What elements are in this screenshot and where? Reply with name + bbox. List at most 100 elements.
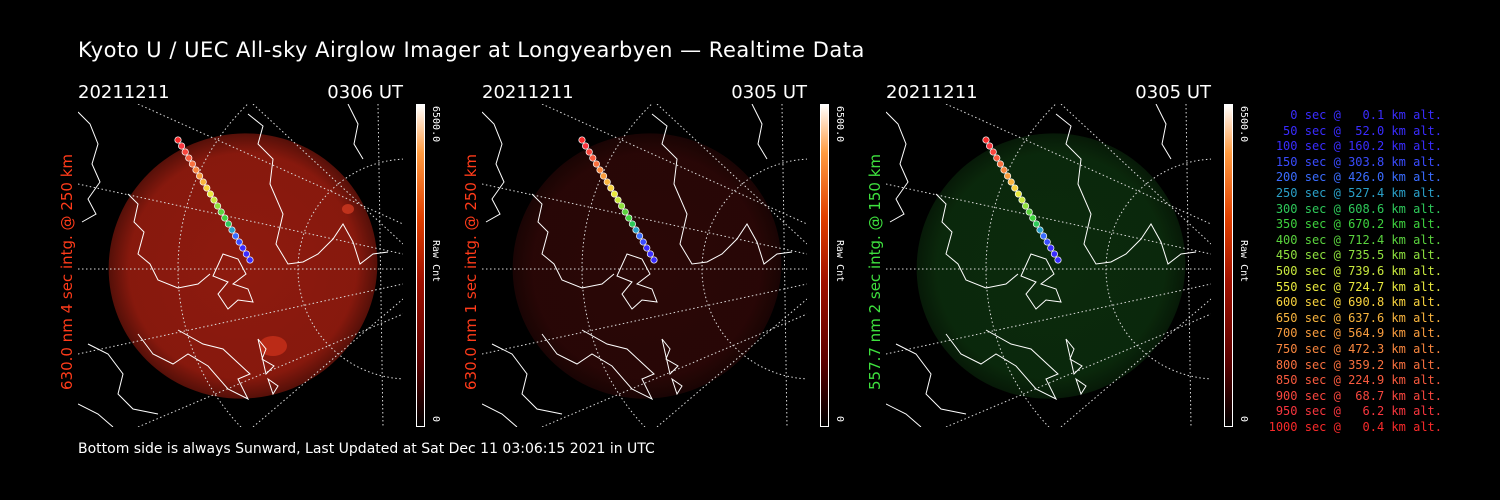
trajectory-point xyxy=(1050,250,1058,258)
trajectory-point xyxy=(1022,202,1030,210)
trajectory-point xyxy=(210,196,218,204)
legend-entry: 800 sec @ 359.2 km alt. xyxy=(1275,357,1442,372)
colorbar-unit: Raw Cnt xyxy=(430,240,441,283)
trajectory-point xyxy=(178,142,186,150)
trajectory-point xyxy=(242,250,250,258)
colorbar-min: 0 xyxy=(834,416,845,423)
trajectory-point xyxy=(650,256,658,264)
trajectory-point xyxy=(1025,208,1033,216)
trajectory-point xyxy=(235,238,243,246)
trajectory-point xyxy=(607,184,615,192)
trajectory-point xyxy=(982,136,990,144)
trajectory-point xyxy=(636,232,644,240)
panel-time: 0305 UT xyxy=(731,82,807,103)
trajectory-point xyxy=(188,160,196,168)
trajectory-point xyxy=(614,196,622,204)
trajectory-point xyxy=(600,172,608,180)
trajectory-point xyxy=(1047,244,1055,252)
airglow-panel-3: 20211211 0305 UT 6500.0 Raw Cnt 0 xyxy=(886,80,1286,430)
legend-entry: 1000 sec @ 0.4 km alt. xyxy=(1268,419,1442,434)
legend-entry: 600 sec @ 690.8 km alt. xyxy=(1275,295,1442,310)
trajectory-point xyxy=(196,172,204,180)
panel-3-label: 557.7 nm 2 sec intg. @ 150 km xyxy=(866,153,884,391)
trajectory-point xyxy=(621,208,629,216)
panel-2-label: 630.0 nm 1 sec intg. @ 250 km xyxy=(462,153,480,391)
colorbar xyxy=(820,104,829,427)
legend-entry: 300 sec @ 608.6 km alt. xyxy=(1275,201,1442,216)
allsky-image[interactable] xyxy=(482,104,807,427)
colorbar-min: 0 xyxy=(430,416,441,423)
trajectory-point xyxy=(239,244,247,252)
trajectory-point xyxy=(1011,184,1019,192)
panel-date: 20211211 xyxy=(78,82,170,103)
trajectory-point xyxy=(639,238,647,246)
trajectory-point xyxy=(986,142,994,150)
colorbar-max: 6500.0 xyxy=(1238,106,1249,143)
legend-entry: 200 sec @ 426.0 km alt. xyxy=(1275,170,1442,185)
trajectory-point xyxy=(185,154,193,162)
legend-entry: 450 sec @ 735.5 km alt. xyxy=(1275,248,1442,263)
legend-entry: 350 sec @ 670.2 km alt. xyxy=(1275,217,1442,232)
trajectory-point xyxy=(1018,196,1026,204)
trajectory-point xyxy=(646,250,654,258)
trajectory-point xyxy=(221,214,229,222)
page-title: Kyoto U / UEC All-sky Airglow Imager at … xyxy=(78,38,865,62)
legend-entry: 750 sec @ 472.3 km alt. xyxy=(1275,341,1442,356)
allsky-image[interactable] xyxy=(78,104,403,427)
trajectory-point xyxy=(224,220,232,228)
trajectory-point xyxy=(589,154,597,162)
trajectory-point xyxy=(578,136,586,144)
trajectory-point xyxy=(174,136,182,144)
colorbar xyxy=(416,104,425,427)
legend-entry: 650 sec @ 637.6 km alt. xyxy=(1275,310,1442,325)
colorbar-unit: Raw Cnt xyxy=(834,240,845,283)
allsky-image[interactable] xyxy=(886,104,1211,427)
trajectory-point xyxy=(1014,190,1022,198)
trajectory-point xyxy=(1054,256,1062,264)
legend-entry: 900 sec @ 68.7 km alt. xyxy=(1275,388,1442,403)
legend-entry: 0 sec @ 0.1 km alt. xyxy=(1290,108,1442,122)
legend-entry: 400 sec @ 712.4 km alt. xyxy=(1275,232,1442,247)
trajectory-point xyxy=(181,148,189,156)
trajectory-point xyxy=(993,154,1001,162)
trajectory-point xyxy=(206,190,214,198)
airglow-panel-2: 20211211 0305 UT 6500.0 Raw Cnt 0 xyxy=(482,80,882,430)
trajectory-point xyxy=(1032,220,1040,228)
trajectory-point xyxy=(217,208,225,216)
airglow-panel-1: 20211211 0306 UT 6500.0 Raw Cnt 0 xyxy=(78,80,478,430)
trajectory-point xyxy=(192,166,200,174)
footer-status: Bottom side is always Sunward, Last Upda… xyxy=(78,441,655,457)
panel-date: 20211211 xyxy=(482,82,574,103)
trajectory-point xyxy=(246,256,254,264)
trajectory-point xyxy=(228,226,236,234)
panel-time: 0305 UT xyxy=(1135,82,1211,103)
colorbar-max: 6500.0 xyxy=(430,106,441,143)
trajectory-point xyxy=(1004,172,1012,180)
trajectory-point xyxy=(989,148,997,156)
trajectory-point xyxy=(618,202,626,210)
legend-entry: 100 sec @ 160.2 km alt. xyxy=(1275,139,1442,154)
trajectory-point xyxy=(582,142,590,150)
legend-entry: 700 sec @ 564.9 km alt. xyxy=(1275,326,1442,341)
trajectory-point xyxy=(1007,178,1015,186)
colorbar-min: 0 xyxy=(1238,416,1249,423)
panel-1-label: 630.0 nm 4 sec intg. @ 250 km xyxy=(58,153,76,391)
trajectory-point xyxy=(585,148,593,156)
trajectory-point xyxy=(1036,226,1044,234)
trajectory-point xyxy=(632,226,640,234)
trajectory-point xyxy=(628,220,636,228)
colorbar-max: 6500.0 xyxy=(834,106,845,143)
trajectory-point xyxy=(199,178,207,186)
legend-entry: 50 sec @ 52.0 km alt. xyxy=(1283,123,1442,138)
trajectory-legend: 0 sec @ 0.1 km alt. 50 sec @ 52.0 km alt.… xyxy=(1262,108,1442,435)
legend-entry: 850 sec @ 224.9 km alt. xyxy=(1275,373,1442,388)
panel-time: 0306 UT xyxy=(327,82,403,103)
trajectory-point xyxy=(232,232,240,240)
trajectory-point xyxy=(592,160,600,168)
legend-entry: 950 sec @ 6.2 km alt. xyxy=(1275,404,1442,419)
trajectory-point xyxy=(625,214,633,222)
legend-entry: 500 sec @ 739.6 km alt. xyxy=(1275,263,1442,278)
trajectory-point xyxy=(214,202,222,210)
trajectory-point xyxy=(643,244,651,252)
trajectory-point xyxy=(1040,232,1048,240)
